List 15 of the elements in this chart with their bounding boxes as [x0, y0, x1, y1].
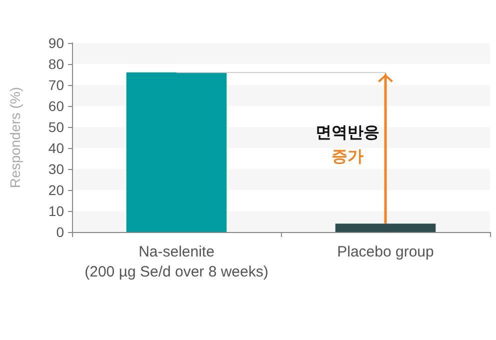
y-tick-label: 20	[48, 182, 64, 198]
annotation: 증가	[332, 146, 364, 166]
y-tick-label: 90	[48, 35, 64, 51]
y-tick-label: 60	[48, 98, 64, 114]
x-tick-label: Na-selenite (200 µg Se/d over 8 weeks)	[84, 244, 268, 280]
y-tick-label: 10	[48, 203, 64, 219]
annotation: 면역반응	[316, 122, 380, 142]
y-tick-label: 40	[48, 140, 64, 156]
y-tick-label: 50	[48, 119, 64, 135]
y-axis-title: Responders (%)	[7, 86, 23, 188]
y-tick-label: 0	[56, 224, 64, 240]
y-tick-label: 80	[48, 56, 64, 72]
y-tick-label: 70	[48, 77, 64, 93]
y-tick-label: 30	[48, 161, 64, 177]
x-tick-label: Placebo group	[337, 244, 434, 260]
